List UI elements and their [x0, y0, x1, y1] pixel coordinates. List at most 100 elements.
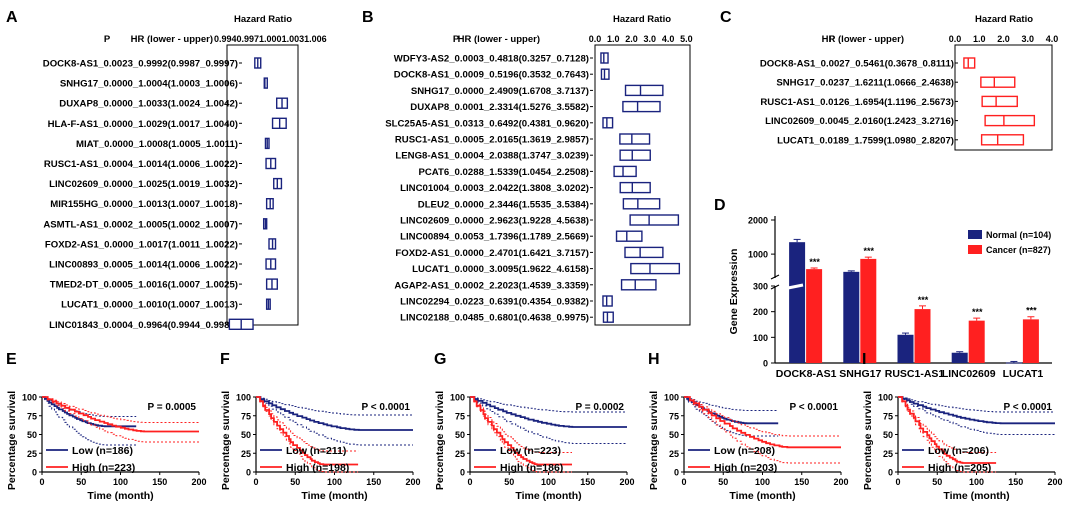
- forest-row-label-b: RUSC1-AS1_0.0005_2.0165(1.3619_2.9857): [395, 135, 589, 146]
- forest-ci-box-c: [984, 114, 1036, 127]
- km-x-tick-label-h: 150: [794, 477, 809, 487]
- km-y-tick-label-e: 50: [27, 430, 37, 440]
- bar-y-tick-label: 2000: [748, 216, 768, 226]
- forest-row-label-b: LENG8-AS1_0.0004_2.0388(1.3747_3.0239): [395, 151, 589, 162]
- km-curve-low-i: [898, 396, 1055, 425]
- km-y-tick-label-g: 100: [450, 393, 465, 403]
- panel-letter-h: H: [648, 351, 660, 368]
- km-y-label-g: Percentage survival: [434, 391, 446, 490]
- km-y-label-h: Percentage survival: [648, 391, 660, 490]
- km-x-tick-label-h: 0: [681, 477, 686, 487]
- bar-cancer: [914, 309, 931, 363]
- km-curve-high-e: [42, 396, 199, 433]
- km-p-value-h: P < 0.0001: [790, 402, 839, 413]
- bar-significance: ***: [1026, 306, 1037, 316]
- km-y-tick-label-f: 0: [246, 468, 251, 478]
- km-y-tick-label-i: 0: [888, 468, 893, 478]
- km-curve-low-f: [256, 396, 413, 431]
- bar-y-label: Gene Expression: [728, 249, 740, 335]
- forest-row-label-b: LINC02294_0.0223_0.6391(0.4354_0.9382): [400, 297, 589, 308]
- km-y-tick-label-h: 50: [669, 430, 679, 440]
- forest-tick-label-b: 1.0: [607, 34, 620, 44]
- km-p-value-e: P = 0.0005: [148, 402, 197, 413]
- km-x-tick-label-g: 150: [580, 477, 595, 487]
- km-y-tick-label-e: 25: [27, 449, 37, 459]
- km-x-tick-label-i: 150: [1008, 477, 1023, 487]
- km-x-tick-label-g: 50: [504, 477, 514, 487]
- km-legend-low-f: Low (n=211): [286, 445, 346, 457]
- km-ci-upper-low-h: [684, 396, 779, 411]
- forest-title-b: Hazard Ratio: [613, 14, 671, 25]
- forest-tick-label-c: 3.0: [1021, 34, 1034, 44]
- forest-row-label-c: RUSC1-AS1_0.0126_1.6954(1.1196_2.5673): [760, 97, 954, 108]
- km-ci-upper-low-g: [470, 396, 627, 413]
- forest-tick-label-c: 4.0: [1046, 34, 1059, 44]
- bar-cancer: [1022, 319, 1039, 363]
- km-ci-upper-high-i: [898, 396, 997, 453]
- km-y-tick-label-g: 0: [460, 468, 465, 478]
- forest-row-label-a: MIR155HG_0.0000_1.0013(1.0007_1.0018): [50, 199, 238, 210]
- bar-normal: [897, 334, 914, 363]
- bar-cancer: [968, 320, 985, 363]
- bar-y-tick-label: 1000: [748, 250, 768, 260]
- km-legend-low-h: Low (n=208): [714, 445, 775, 457]
- forest-col-p-a: P: [104, 34, 111, 45]
- bar-significance: ***: [972, 307, 983, 317]
- forest-col-hr-c: HR (lower - upper): [822, 34, 904, 45]
- bar-category-label: SNHG17: [839, 368, 881, 380]
- forest-title-a: Hazard Ratio: [234, 14, 292, 25]
- km-x-tick-label-f: 0: [253, 477, 258, 487]
- forest-row-label-a: LINC01843_0.0004_0.9964(0.9944_0.9984): [49, 320, 238, 331]
- bar-normal: [789, 242, 806, 363]
- km-y-tick-label-i: 50: [883, 430, 893, 440]
- forest-tick-label-c: 1.0: [973, 34, 986, 44]
- km-y-tick-label-f: 75: [241, 411, 251, 421]
- forest-ci-box-c: [981, 95, 1018, 108]
- forest-row-label-a: TMED2-DT_0.0005_1.0016(1.0007_1.0025): [50, 280, 238, 291]
- km-y-tick-label-e: 0: [32, 468, 37, 478]
- forest-row-label-b: DUXAP8_0.0001_2.3314(1.5276_3.5582): [410, 102, 589, 113]
- km-x-tick-label-g: 0: [467, 477, 472, 487]
- km-plot-h: H 0 25 50 75 100 0 50 100 150 200 Time (month) Perc…: [648, 351, 849, 502]
- km-legend-high-f: High (n=198): [286, 462, 349, 474]
- km-curve-low-g: [470, 396, 627, 428]
- km-y-label-i: Percentage survival: [862, 391, 874, 490]
- forest-tick-labels-a: 0.9940.9971.0001.0031.006: [214, 34, 327, 44]
- forest-row-label-b: DLEU2_0.0000_2.3446(1.5535_3.5384): [418, 199, 589, 210]
- forest-ci-box-b: [624, 246, 664, 259]
- km-x-tick-label-e: 200: [191, 477, 206, 487]
- km-ci-lower-high-i: [898, 396, 997, 473]
- forest-ci-box-b: [615, 230, 643, 242]
- forest-tick-label-c: 0.0: [949, 34, 962, 44]
- panel-letter-e: E: [6, 351, 17, 368]
- forest-plot-b: B Hazard Ratio PHR (lower - upper) 0.0 1.0 2…: [362, 9, 693, 326]
- km-x-tick-label-e: 150: [152, 477, 167, 487]
- forest-row-label-b: LINC02188_0.0485_0.6801(0.4638_0.9975): [400, 313, 589, 324]
- km-x-tick-label-f: 150: [366, 477, 381, 487]
- km-curve-high-i: [898, 396, 997, 464]
- km-ci-upper-low-f: [256, 396, 413, 416]
- forest-row-label-a: LINC02609_0.0000_1.0025(1.0019_1.0032): [49, 179, 238, 190]
- forest-row-label-a: RUSC1-AS1_0.0004_1.0014(1.0006_1.0022): [44, 159, 238, 170]
- km-p-value-i: P < 0.0001: [1004, 402, 1053, 413]
- forest-row-label-a: LUCAT1_0.0000_1.0010(1.0007_1.0013): [61, 300, 238, 311]
- bar-y-tick-label: 0: [763, 359, 768, 369]
- km-curve-high-h: [684, 396, 841, 449]
- km-y-tick-label-g: 50: [455, 430, 465, 440]
- km-ci-lower-low-f: [256, 396, 413, 446]
- km-x-label-h: Time (month): [729, 490, 795, 502]
- km-x-tick-label-f: 100: [327, 477, 342, 487]
- forest-ci-box-c: [963, 57, 976, 69]
- km-x-label-f: Time (month): [301, 490, 367, 502]
- bar-significance: ***: [809, 257, 820, 267]
- km-plot-f: F 0 25 50 75 100 0 50 100 150 200 Time (month) Perc…: [220, 351, 421, 502]
- km-x-label-i: Time (month): [943, 490, 1009, 502]
- forest-ci-box-b: [619, 181, 651, 194]
- forest-row-label-b: AGAP2-AS1_0.0002_2.2023(1.4539_3.3359): [394, 280, 589, 291]
- km-y-tick-label-i: 25: [883, 449, 893, 459]
- km-x-tick-label-g: 200: [619, 477, 634, 487]
- panel-letter-f: F: [220, 351, 230, 368]
- forest-row-label-b: WDFY3-AS2_0.0003_0.4818(0.3257_0.7128): [394, 54, 589, 65]
- forest-title-c: Hazard Ratio: [975, 14, 1033, 25]
- forest-ci-box-c: [980, 76, 1016, 88]
